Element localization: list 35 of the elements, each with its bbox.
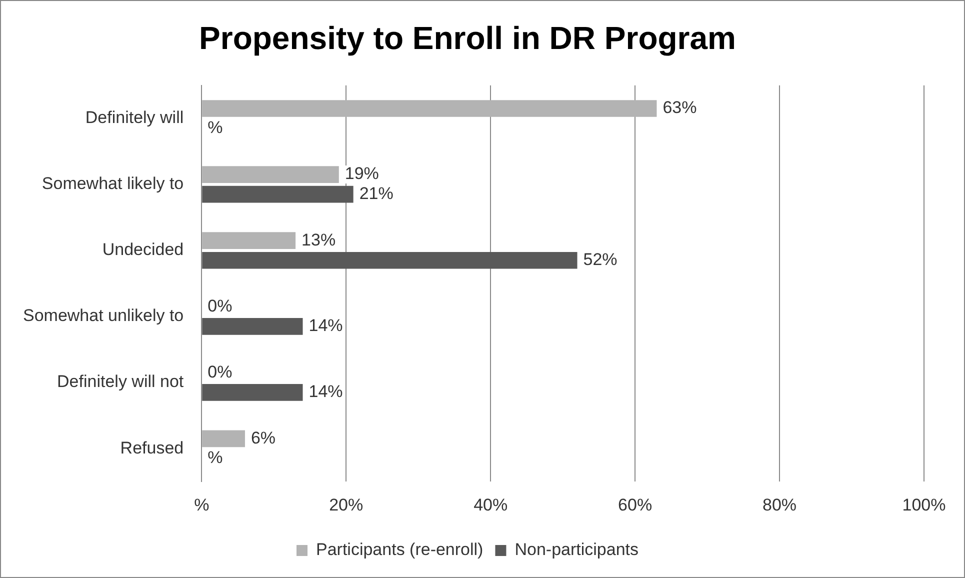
data-label: % [208, 118, 223, 138]
y-tick-label: Definitely will not [57, 372, 184, 392]
data-label: 19% [344, 164, 379, 184]
bar [202, 384, 303, 401]
y-tick-label: Somewhat unlikely to [22, 306, 184, 326]
bar [202, 252, 578, 269]
y-tick-label: Undecided [102, 240, 184, 260]
data-label: 0% [208, 362, 232, 382]
chart-title: Propensity to Enroll in DR Program [199, 20, 736, 56]
bar [202, 232, 296, 249]
bar [202, 100, 657, 117]
y-tick-label: Somewhat likely to [42, 174, 184, 194]
data-label: 21% [359, 184, 394, 204]
bar [202, 430, 245, 448]
x-tick-label: 80% [762, 495, 797, 514]
x-tick-label: 100% [902, 495, 946, 514]
x-tick-label: 20% [329, 495, 364, 514]
y-tick-label: Refused [120, 438, 184, 458]
legend-label: Non-participants [514, 540, 638, 560]
bar [202, 166, 339, 183]
bar [202, 318, 303, 335]
legend-label: Participants (re-enroll) [316, 540, 484, 560]
data-label: 6% [250, 428, 276, 448]
data-label: 13% [302, 230, 336, 250]
x-tick-label: % [194, 495, 210, 514]
data-label: 0% [208, 296, 232, 316]
data-label: 63% [662, 98, 697, 118]
bar [202, 186, 354, 203]
y-tick-label: Definitely will [85, 108, 184, 128]
data-label: 14% [308, 382, 343, 402]
data-label: % [208, 448, 223, 468]
data-label: 52% [583, 250, 618, 270]
x-tick-label: 60% [618, 495, 652, 514]
x-tick-label: 40% [474, 495, 508, 514]
data-label: 14% [308, 316, 343, 336]
